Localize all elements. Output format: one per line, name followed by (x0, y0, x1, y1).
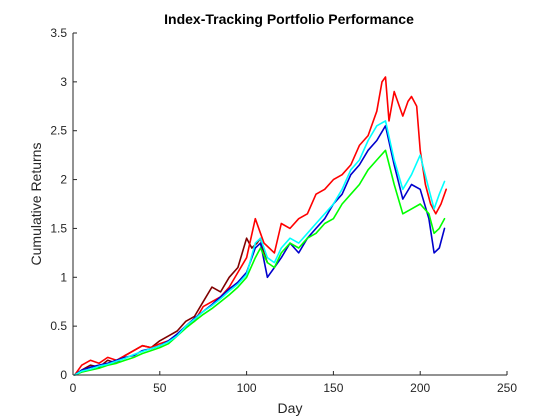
series-line-4 (73, 149, 446, 376)
x-tick-label: 200 (410, 381, 430, 395)
y-tick-label: 1.5 (50, 221, 67, 235)
y-tick-label: 2 (60, 173, 67, 187)
series-line-2 (73, 76, 447, 376)
x-tick-label: 0 (70, 381, 77, 395)
y-tick-label: 0.5 (50, 319, 67, 333)
x-tick-label: 250 (497, 381, 517, 395)
series-layer (73, 76, 447, 376)
y-tick-label: 0 (60, 368, 67, 382)
x-ticks: 0 50 100 150 200 250 (70, 371, 517, 395)
y-tick-label: 2.5 (50, 124, 67, 138)
y-tick-label: 3 (60, 75, 67, 89)
x-axis-title: Day (278, 400, 303, 416)
x-tick-label: 100 (237, 381, 257, 395)
series-line-1 (73, 237, 269, 376)
y-ticks: 0 0.5 1 1.5 2 2.5 3 3.5 (50, 26, 77, 382)
y-tick-label: 1 (60, 270, 67, 284)
x-tick-label: 50 (153, 381, 167, 395)
y-tick-label: 3.5 (50, 26, 67, 40)
series-line-5 (73, 120, 446, 376)
chart-title: Index-Tracking Portfolio Performance (164, 11, 414, 27)
x-tick-label: 150 (323, 381, 343, 395)
y-axis-title: Cumulative Returns (28, 143, 44, 266)
